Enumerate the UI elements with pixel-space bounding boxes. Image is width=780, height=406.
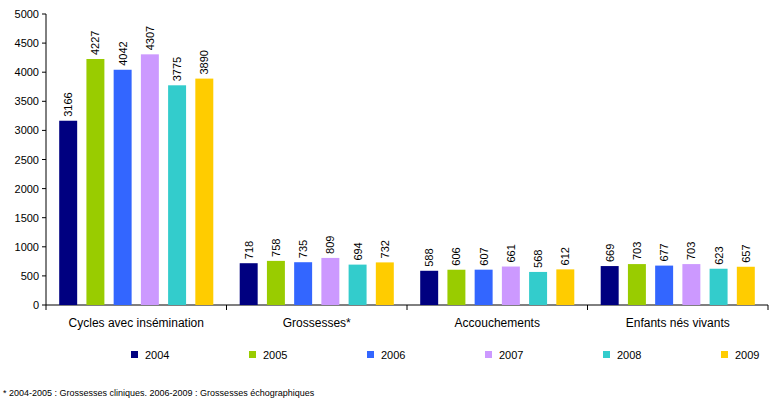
bar [240, 263, 258, 305]
data-labels: 3166 718 588 669 4227 758 606 703 4042 735 607 677 4… [62, 26, 752, 268]
data-label: 732 [379, 240, 391, 258]
y-tick [42, 101, 46, 102]
data-label: 703 [631, 242, 643, 260]
legend-swatch [131, 351, 138, 358]
bar [601, 266, 619, 305]
data-label: 758 [270, 239, 282, 257]
bars [59, 54, 755, 305]
y-tick [42, 43, 46, 44]
legend-swatch [367, 351, 374, 358]
data-label: 606 [450, 247, 462, 265]
data-label: 718 [243, 241, 255, 259]
bar [195, 79, 213, 305]
data-label: 623 [713, 246, 725, 264]
y-tick-label: 2500 [15, 154, 39, 166]
bar [655, 266, 673, 305]
bar [86, 59, 104, 305]
data-label: 612 [559, 247, 571, 265]
x-tick [768, 305, 769, 310]
data-label: 3166 [62, 92, 74, 116]
y-tick [42, 130, 46, 131]
legend: 2004 2005 2006 2007 2008 2009 [131, 349, 759, 361]
legend-label: 2004 [145, 349, 169, 361]
data-label: 588 [423, 248, 435, 266]
y-tick-label: 500 [21, 270, 39, 282]
bar [114, 70, 132, 305]
bar [168, 85, 186, 305]
bar [475, 270, 493, 305]
legend-swatch [603, 351, 610, 358]
data-label: 669 [604, 244, 616, 262]
y-tick-label: 2000 [15, 183, 39, 195]
bar [420, 271, 438, 305]
data-label: 661 [505, 244, 517, 262]
bar [737, 267, 755, 305]
data-label: 677 [658, 243, 670, 261]
x-tick [587, 305, 588, 310]
y-tick-label: 3000 [15, 124, 39, 136]
y-tick-label: 4000 [15, 66, 39, 78]
y-tick-label: 5000 [15, 8, 39, 20]
legend-label: 2007 [499, 349, 523, 361]
data-label: 4307 [144, 26, 156, 50]
bar [502, 267, 520, 305]
legend-label: 2008 [617, 349, 641, 361]
y-tick-label: 3500 [15, 95, 39, 107]
bar [59, 121, 77, 305]
data-label: 3775 [171, 57, 183, 81]
footnote: * 2004-2005 : Grossesses cliniques. 2006… [3, 388, 315, 398]
x-tick-label: Grossesses* [283, 316, 351, 330]
bar [628, 264, 646, 305]
x-tick-label: Cycles avec insémination [69, 316, 204, 330]
x-tick [407, 305, 408, 310]
y-tick [42, 159, 46, 160]
legend-label: 2006 [381, 349, 405, 361]
chart: 0 500 1000 1500 2000 2500 3000 3500 4000 4500 5000… [0, 0, 780, 406]
bar [447, 270, 465, 305]
x-tick-label: Accouchements [455, 316, 540, 330]
bar [141, 54, 159, 305]
bar [349, 265, 367, 305]
y-tick-label: 1500 [15, 212, 39, 224]
data-label: 694 [352, 242, 364, 260]
legend-swatch [249, 351, 256, 358]
legend-label: 2005 [263, 349, 287, 361]
y-tick [42, 305, 46, 306]
data-label: 3890 [198, 50, 210, 74]
x-tick [46, 305, 47, 310]
data-label: 4042 [117, 41, 129, 65]
data-label: 703 [685, 242, 697, 260]
bar [376, 262, 394, 305]
bar [710, 269, 728, 305]
y-tick-label: 0 [33, 299, 39, 311]
legend-swatch [721, 351, 728, 358]
data-label: 735 [297, 240, 309, 258]
bar [267, 261, 285, 305]
y-tick [42, 188, 46, 189]
y-tick [42, 217, 46, 218]
legend-swatch [485, 351, 492, 358]
y-tick [42, 246, 46, 247]
y-tick [42, 14, 46, 15]
y-tick [42, 72, 46, 73]
data-label: 4227 [89, 31, 101, 55]
data-label: 568 [532, 250, 544, 268]
data-label: 809 [324, 236, 336, 254]
legend-label: 2009 [735, 349, 759, 361]
bar [529, 272, 547, 305]
y-tick-label: 4500 [15, 37, 39, 49]
bar [321, 258, 339, 305]
bar [294, 262, 312, 305]
bar [556, 269, 574, 305]
y-tick-label: 1000 [15, 241, 39, 253]
x-tick [226, 305, 227, 310]
data-label: 607 [478, 247, 490, 265]
data-label: 657 [740, 244, 752, 262]
y-tick [42, 275, 46, 276]
x-tick-label: Enfants nés vivants [626, 316, 730, 330]
bar [682, 264, 700, 305]
